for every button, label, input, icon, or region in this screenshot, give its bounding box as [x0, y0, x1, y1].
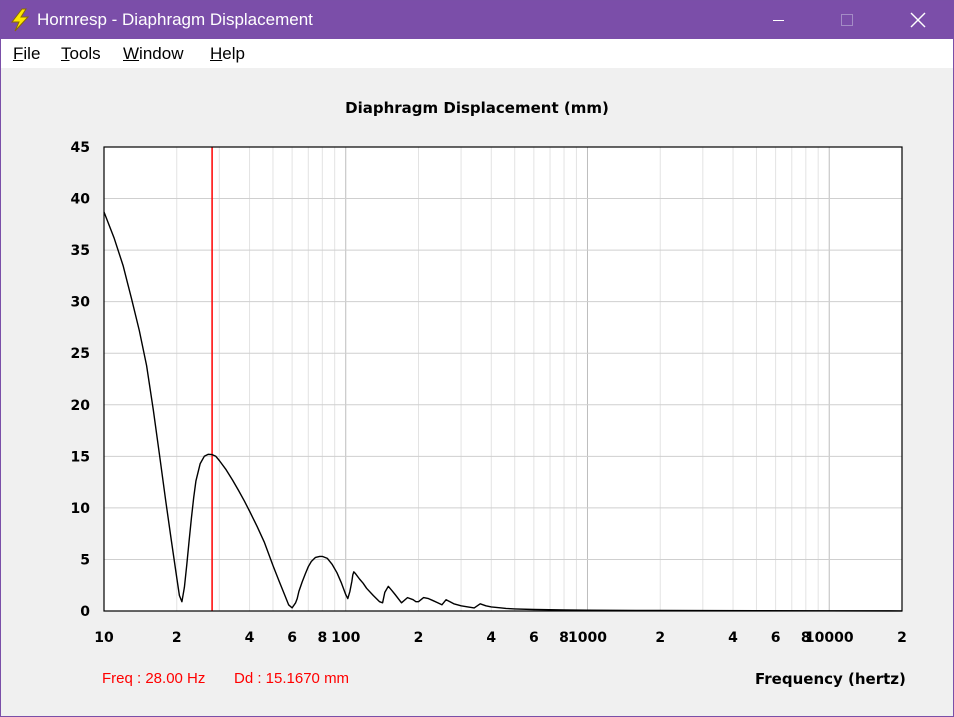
maximize-icon	[841, 14, 853, 26]
status-displacement: Dd : 15.1670 mm	[234, 670, 350, 687]
title-bar[interactable]: Hornresp - Diaphragm Displacement	[1, 1, 953, 39]
menu-bar: File Tools Window Help	[1, 39, 953, 68]
x-tick-label: 6	[287, 630, 297, 646]
x-tick-label: 2	[414, 630, 424, 646]
x-tick-label: 8	[559, 630, 569, 646]
y-tick-label: 40	[71, 192, 91, 208]
x-tick-label: 6	[771, 630, 781, 646]
lightning-bolt-icon	[10, 8, 30, 32]
maximize-button[interactable]	[824, 1, 870, 39]
x-tick-label: 4	[728, 630, 738, 646]
y-tick-label: 20	[71, 398, 91, 414]
x-tick-label: 8	[317, 630, 327, 646]
y-tick-label: 5	[80, 552, 90, 568]
window-title: Hornresp - Diaphragm Displacement	[37, 10, 313, 29]
status-frequency: Freq : 28.00 Hz	[102, 670, 206, 687]
chart-title: Diaphragm Displacement (mm)	[345, 99, 609, 117]
y-tick-label: 45	[71, 140, 90, 156]
x-tick-label: 1000	[568, 630, 607, 646]
close-button[interactable]	[894, 1, 940, 39]
x-tick-label: 2	[172, 630, 182, 646]
y-tick-label: 30	[71, 295, 91, 311]
x-tick-label: 2	[655, 630, 665, 646]
x-tick-label: 100	[331, 630, 360, 646]
x-tick-label: 10	[94, 630, 114, 646]
plot-area	[104, 147, 902, 611]
y-tick-label: 15	[71, 449, 90, 465]
minimize-button[interactable]	[755, 1, 801, 39]
x-tick-label: 4	[486, 630, 496, 646]
displacement-curve	[103, 211, 903, 612]
y-tick-label: 35	[71, 243, 90, 259]
menu-window[interactable]: Window	[123, 44, 184, 63]
plot-frame	[103, 146, 903, 612]
menu-file[interactable]: File	[13, 44, 41, 63]
x-axis-title: Frequency (hertz)	[755, 670, 906, 688]
x-tick-label: 4	[245, 630, 255, 646]
y-tick-label: 10	[71, 501, 91, 517]
close-icon	[910, 12, 926, 28]
minimize-icon	[773, 20, 784, 21]
x-tick-label: 10000	[805, 630, 854, 646]
menu-help[interactable]: Help	[210, 44, 245, 63]
y-tick-label: 25	[71, 346, 90, 362]
x-tick-label: 6	[529, 630, 539, 646]
menu-tools[interactable]: Tools	[61, 44, 101, 63]
x-tick-label: 8	[801, 630, 811, 646]
y-tick-label: 0	[80, 604, 90, 620]
x-tick-label: 2	[897, 630, 907, 646]
